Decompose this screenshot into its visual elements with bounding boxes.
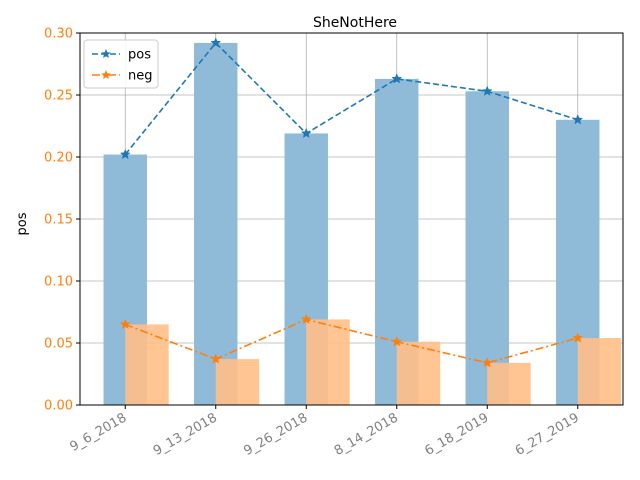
point-pos-0 bbox=[119, 148, 131, 160]
point-neg-3 bbox=[391, 336, 403, 347]
lines-layer bbox=[119, 37, 584, 368]
legend-label-pos: pos bbox=[128, 48, 151, 63]
point-neg-4 bbox=[481, 357, 493, 368]
y-tick-label: 0.05 bbox=[44, 337, 73, 352]
bar-pos-1 bbox=[194, 42, 238, 406]
point-pos-3 bbox=[391, 73, 403, 84]
bar-pos-4 bbox=[465, 91, 509, 405]
x-tick-label: 9_13_2018 bbox=[151, 410, 220, 458]
bars-layer bbox=[103, 42, 622, 406]
point-neg-5 bbox=[572, 332, 584, 343]
point-neg-0 bbox=[119, 318, 131, 329]
bar-neg-2 bbox=[306, 319, 350, 405]
legend: pos neg bbox=[83, 39, 159, 89]
y-tick-label: 0.15 bbox=[44, 213, 73, 228]
point-neg-2 bbox=[300, 313, 312, 325]
y-tick-label: 0.30 bbox=[44, 27, 73, 42]
point-neg-1 bbox=[210, 353, 222, 364]
y-tick-label: 0.25 bbox=[44, 89, 73, 104]
bar-neg-5 bbox=[577, 338, 622, 405]
point-pos-2 bbox=[300, 127, 312, 139]
y-axis-label: pos bbox=[15, 212, 30, 235]
y-tick-label: 0.10 bbox=[44, 275, 73, 290]
bar-neg-1 bbox=[215, 359, 260, 405]
x-tick-label: 6_18_2019 bbox=[422, 410, 491, 458]
series-line-neg bbox=[124, 318, 578, 364]
x-tick-label: 9_26_2018 bbox=[241, 410, 310, 458]
legend-box bbox=[83, 39, 159, 89]
x-tick-label: 8_14_2018 bbox=[332, 410, 401, 458]
bar-neg-0 bbox=[125, 324, 169, 405]
bar-neg-4 bbox=[487, 362, 531, 405]
y-tick-label: 0.20 bbox=[44, 151, 73, 166]
legend-marker-pos bbox=[101, 49, 111, 59]
x-tick-label: 9_6_2018 bbox=[68, 410, 130, 454]
series-line-pos bbox=[124, 41, 578, 156]
chart-title: SheNotHere bbox=[313, 15, 397, 31]
legend-marker-neg bbox=[101, 70, 111, 80]
point-pos-4 bbox=[481, 85, 493, 96]
y-tick-label: 0.00 bbox=[44, 399, 73, 414]
x-tick-label: 6_27_2019 bbox=[513, 410, 582, 458]
bar-neg-3 bbox=[396, 341, 441, 405]
point-pos-1 bbox=[210, 37, 222, 48]
point-pos-5 bbox=[572, 114, 584, 125]
legend-label-neg: neg bbox=[128, 69, 153, 84]
